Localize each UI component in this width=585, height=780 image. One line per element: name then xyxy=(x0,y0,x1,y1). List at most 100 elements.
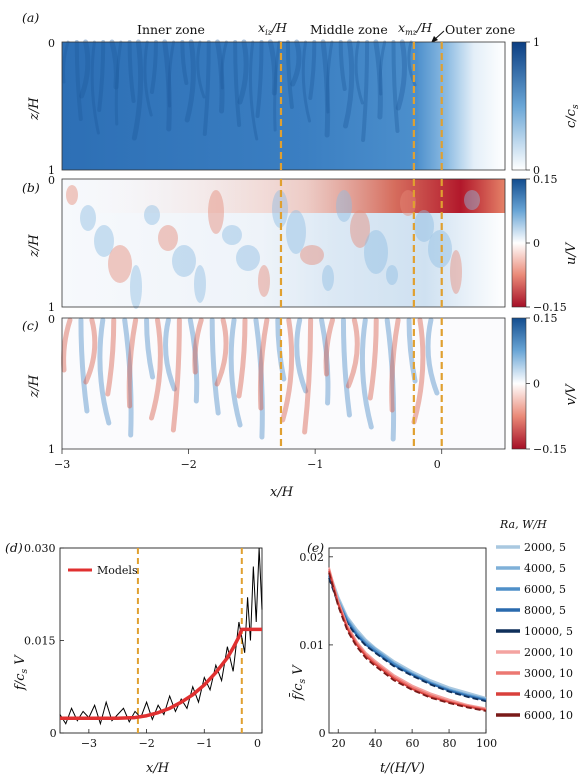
structure-b xyxy=(130,265,142,309)
structure-b xyxy=(350,210,370,248)
colorbar-label: v/V xyxy=(564,383,579,406)
finger-a xyxy=(285,40,294,109)
finger-a xyxy=(325,40,334,114)
finger-a xyxy=(196,40,206,99)
structure-b xyxy=(300,245,324,265)
panel-e-ytick-label: 0.02 xyxy=(299,551,324,564)
finger-a xyxy=(167,40,176,108)
legend-label: 2000, 10 xyxy=(524,646,573,659)
finger-c-blue xyxy=(209,317,221,416)
panel-d-legend: Models xyxy=(68,564,138,577)
field-ytick-label: 0 xyxy=(48,174,55,187)
finger-c-blue xyxy=(253,317,265,440)
field-ylabel: z/H xyxy=(27,374,42,398)
panel-e-ytick-label: 0 xyxy=(319,727,326,740)
legend-label: 10000, 5 xyxy=(524,625,573,638)
field-xtick-label: 0 xyxy=(434,458,441,471)
finger-c-red xyxy=(170,317,182,433)
structure-b xyxy=(172,245,196,277)
structure-b xyxy=(400,190,416,216)
finger-a xyxy=(255,40,264,118)
finger-a xyxy=(233,40,242,127)
structure-b xyxy=(450,250,462,294)
panel-e-series-line xyxy=(328,572,487,712)
panel-e-legend-title: Ra, W/H xyxy=(499,518,547,531)
legend-label: 3000, 10 xyxy=(524,667,573,680)
panel-e-xtick-label: 40 xyxy=(369,737,383,750)
finger-c-red xyxy=(126,317,139,409)
u-velocity-panel xyxy=(61,178,506,309)
colorbar-tick-label: 0 xyxy=(533,164,540,177)
field-x-label: x/H xyxy=(270,485,294,500)
panel-d-model-line xyxy=(60,627,262,720)
panel-d-frame xyxy=(59,547,263,734)
panel-c-fingers xyxy=(61,317,440,442)
finger-c-blue xyxy=(78,317,90,414)
colorbar-ticks: 10c/cs0.150−0.15u/V0.150−0.15v/V xyxy=(526,36,581,456)
legend-label: 2000, 5 xyxy=(524,541,566,554)
finger-a xyxy=(361,40,370,142)
outer-zone-label: Outer zone xyxy=(445,22,515,37)
panel-c-frame xyxy=(61,317,506,450)
colorbar-a xyxy=(511,41,527,171)
finger-a xyxy=(378,40,387,96)
finger-a xyxy=(131,39,144,141)
structure-b xyxy=(286,210,306,254)
colorbar-c xyxy=(511,317,527,450)
finger-c-blue xyxy=(187,317,200,404)
panel-label-d: (d) xyxy=(5,540,23,555)
structure-b xyxy=(80,205,96,231)
structure-b xyxy=(414,210,434,242)
structure-b xyxy=(322,265,334,291)
panel-d-ytick-label: 0.015 xyxy=(24,635,56,648)
finger-c-red xyxy=(411,317,426,425)
colorbar-b xyxy=(511,178,527,308)
panel-d-ytick-label: 0.030 xyxy=(24,542,56,555)
finger-a xyxy=(162,39,172,132)
field-ytick-label: 0 xyxy=(48,313,55,326)
finger-a xyxy=(90,40,100,135)
finger-a xyxy=(342,39,355,129)
finger-c-red xyxy=(345,317,360,389)
arrow-head xyxy=(431,36,438,43)
panel-e-xtick-label: 80 xyxy=(442,737,456,750)
panel-d-xtick-label: 0 xyxy=(254,737,261,750)
finger-a xyxy=(354,40,364,105)
field-ylabel: z/H xyxy=(27,234,42,258)
field-xtick-label: −3 xyxy=(54,458,70,471)
inner-zone-label: Inner zone xyxy=(137,22,205,37)
structure-b xyxy=(158,225,178,251)
concentration-field-panel xyxy=(61,39,506,171)
panel-e-xtick-label: 60 xyxy=(406,737,420,750)
finger-c-blue xyxy=(144,317,156,380)
finger-a xyxy=(62,40,70,84)
finger-c-blue xyxy=(294,317,309,394)
finger-a xyxy=(202,40,211,136)
local-flux-chart: −3 −2 −1 0 0 0.015 0.030 Models xyxy=(24,542,263,750)
field-ytick-label: 1 xyxy=(48,301,55,314)
panel-e-ytick-label: 0.01 xyxy=(299,639,324,652)
finger-a xyxy=(320,39,331,138)
colorbar-tick-label: 0.15 xyxy=(533,312,558,325)
structure-b xyxy=(66,185,78,205)
colorbar-label-main: u/V xyxy=(564,241,579,265)
finger-c-red xyxy=(83,317,98,385)
structure-b xyxy=(208,190,224,234)
panel-label-a: (a) xyxy=(22,10,39,25)
finger-a xyxy=(301,40,312,123)
x-iz-label: xiz/H xyxy=(258,20,288,37)
legend-label: 6000, 5 xyxy=(524,583,566,596)
finger-a xyxy=(149,40,158,94)
v-velocity-panel xyxy=(61,317,506,450)
finger-a xyxy=(184,39,196,123)
finger-c-red xyxy=(280,317,295,423)
structure-b xyxy=(428,230,452,268)
finger-c-blue xyxy=(425,317,440,396)
panel-d-xtick-label: −2 xyxy=(139,737,155,750)
finger-a xyxy=(143,40,153,117)
finger-a xyxy=(220,40,228,90)
panel-e-ylabel: f̄/cs V xyxy=(289,664,308,701)
finger-c-blue xyxy=(275,317,287,382)
